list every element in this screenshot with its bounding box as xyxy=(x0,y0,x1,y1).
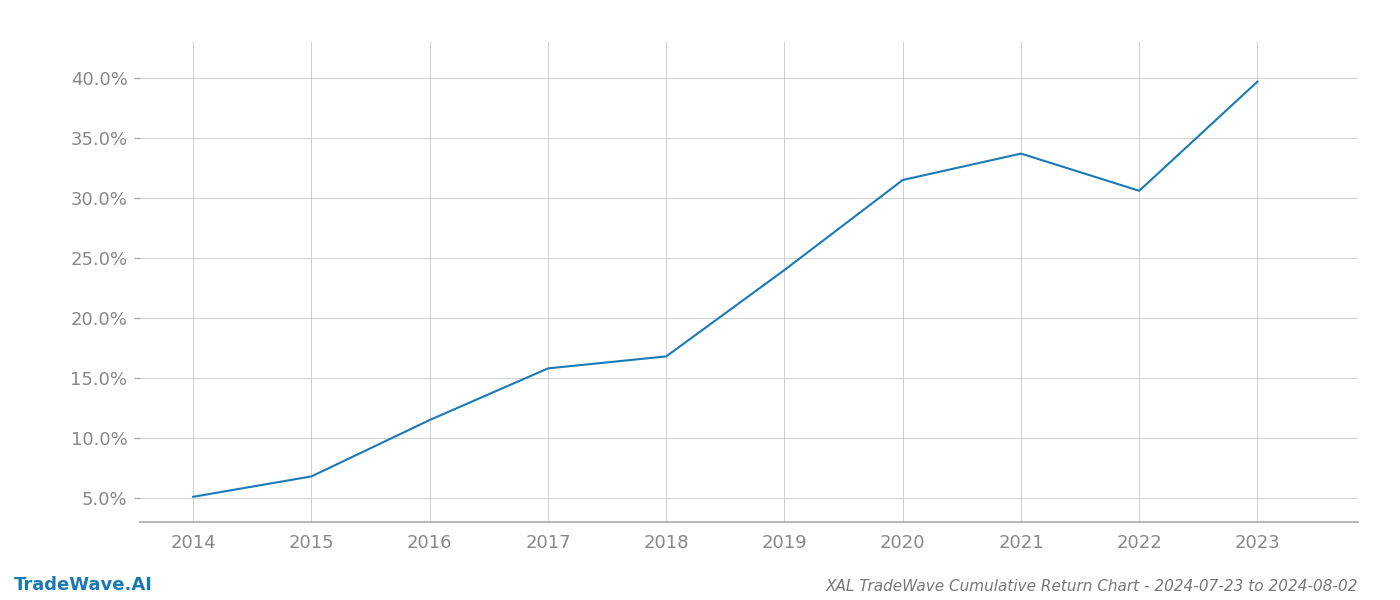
Text: TradeWave.AI: TradeWave.AI xyxy=(14,576,153,594)
Text: XAL TradeWave Cumulative Return Chart - 2024-07-23 to 2024-08-02: XAL TradeWave Cumulative Return Chart - … xyxy=(826,579,1358,594)
